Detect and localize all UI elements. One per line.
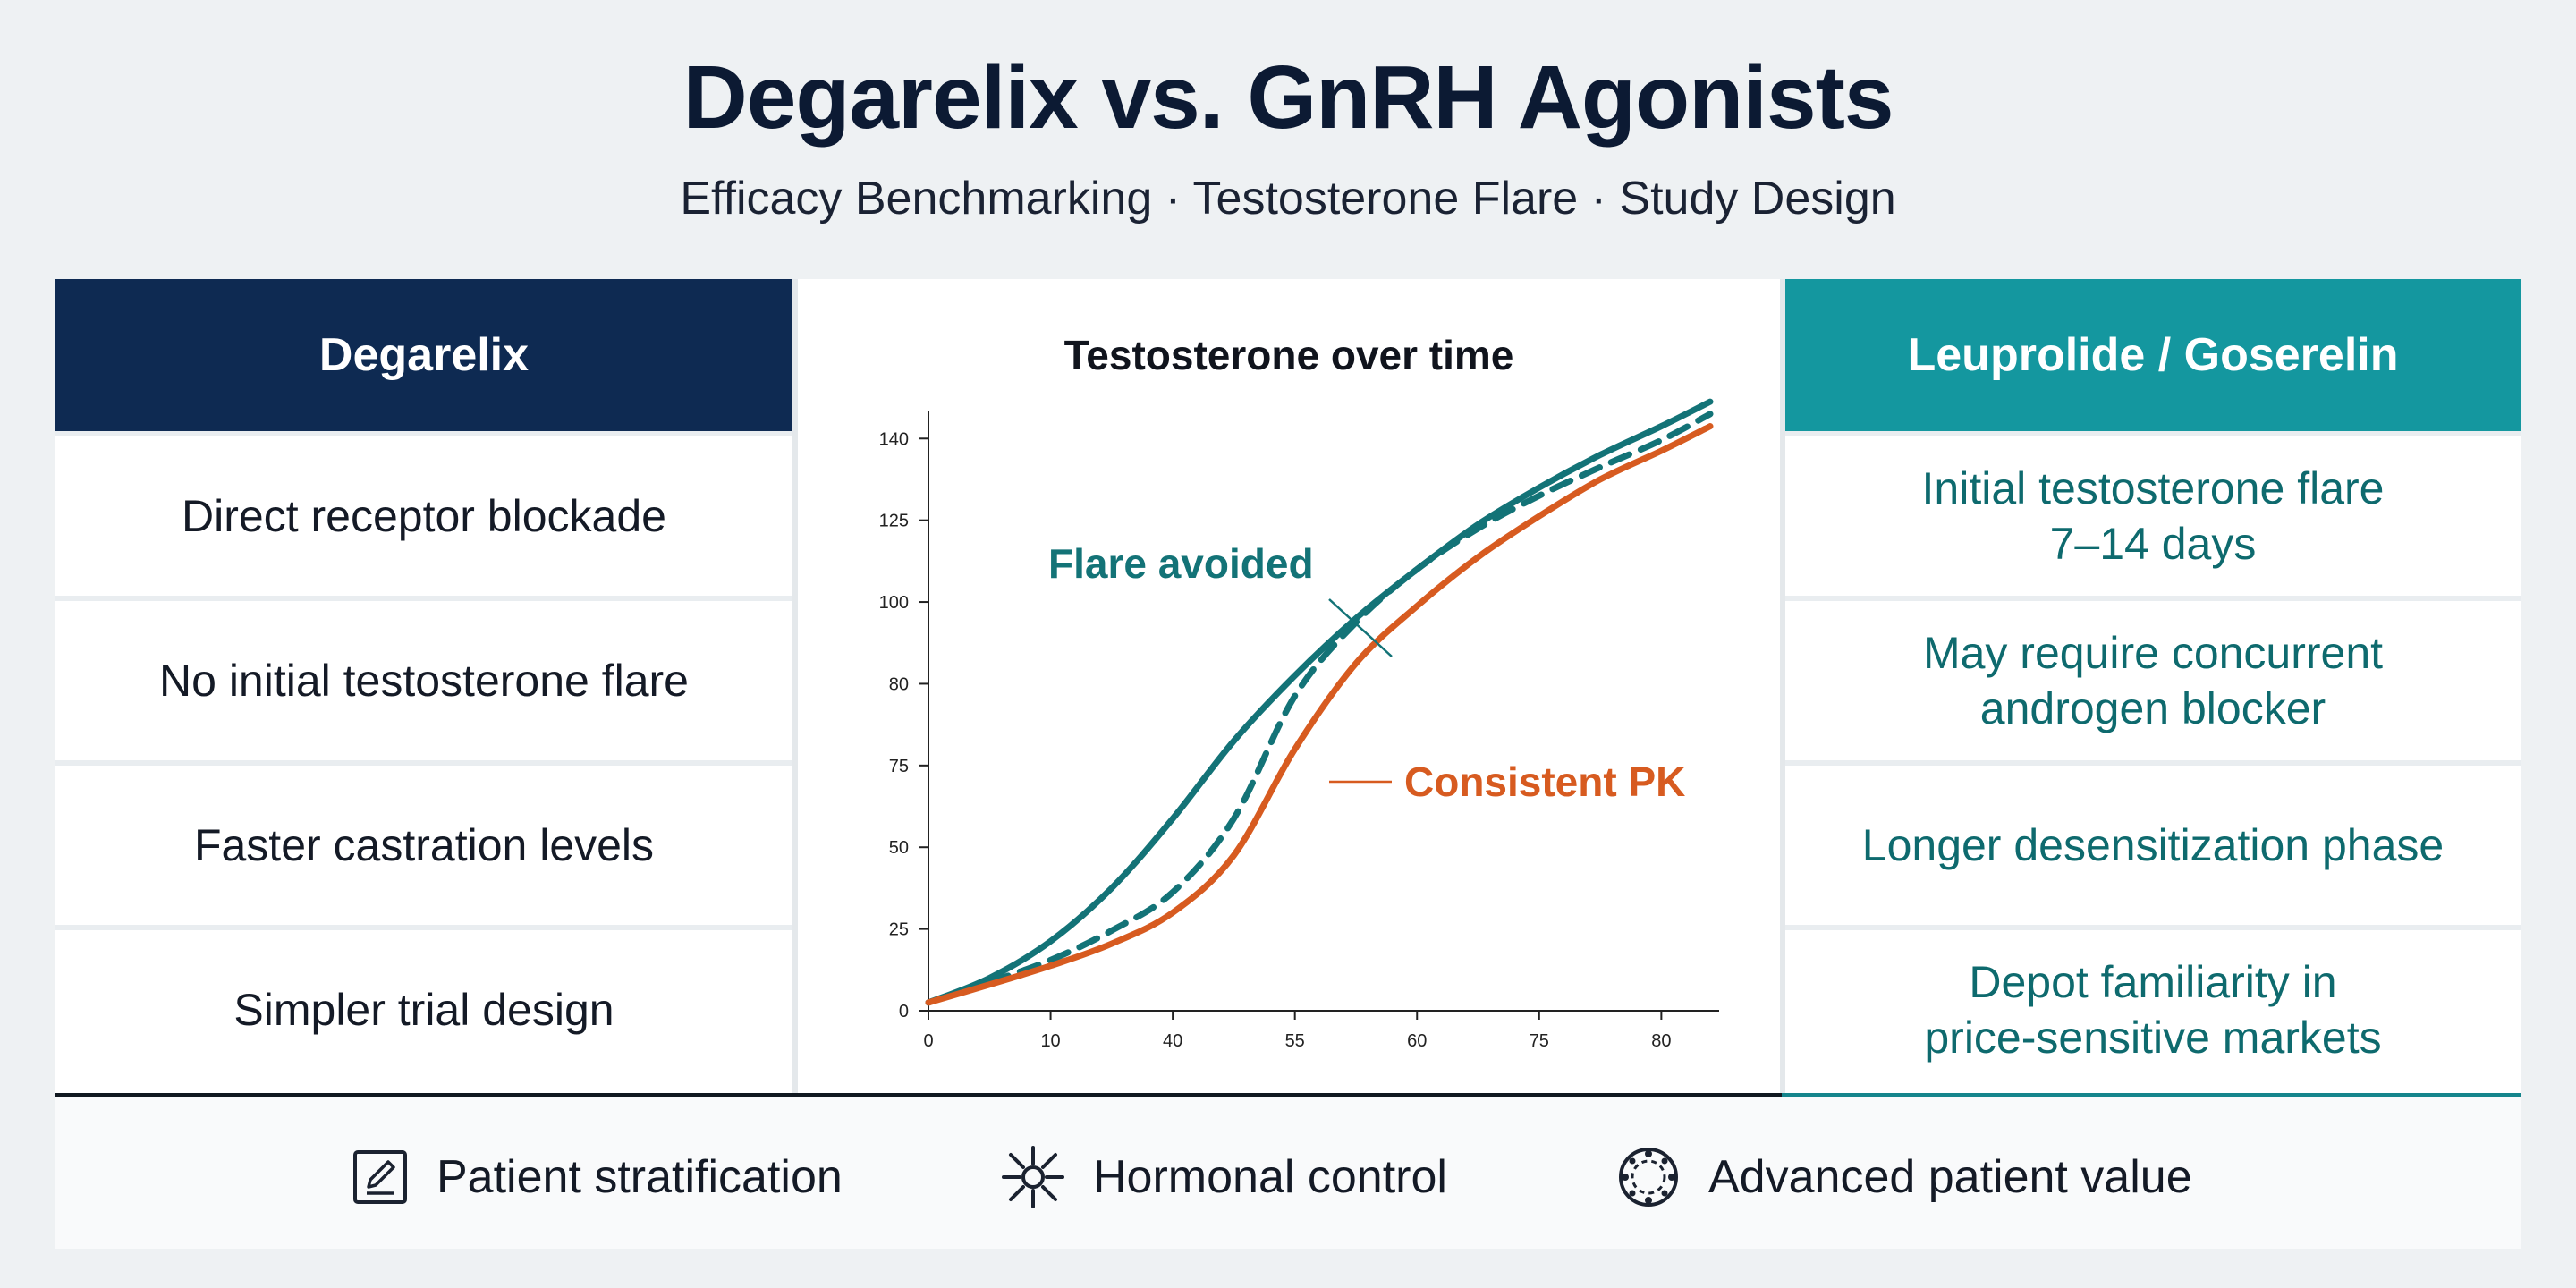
y-tick-label: 0	[899, 1002, 909, 1021]
y-tick-label: 140	[879, 429, 909, 449]
footer-rule	[55, 1093, 1782, 1097]
footer-bar	[55, 1097, 2521, 1249]
x-tick-label: 80	[1651, 1031, 1671, 1051]
column-divider	[792, 279, 798, 1093]
page-subtitle: Efficacy Benchmarking · Testosterone Fla…	[680, 173, 1896, 225]
agonist-row-line: May require concurrent	[1922, 628, 2384, 678]
feature-label: Hormonal control	[1093, 1151, 1447, 1203]
degarelix-row: Simpler trial design	[55, 930, 792, 1089]
column-divider	[1780, 279, 1785, 1093]
agonist-row-line: price-sensitive markets	[1924, 1013, 2382, 1063]
x-tick-label: 40	[1163, 1031, 1182, 1051]
teal-solid-series	[925, 398, 1714, 1006]
spark-node-icon	[1002, 1146, 1064, 1208]
orange-solid-series	[925, 423, 1714, 1006]
y-tick-label: 125	[879, 512, 909, 531]
row-divider	[55, 431, 792, 436]
degarelix-row: No initial testosterone flare	[55, 601, 792, 760]
teal-dashed-series	[925, 411, 1714, 1006]
feature-label: Advanced patient value	[1708, 1151, 2192, 1203]
row-divider	[1785, 760, 2521, 766]
degarelix-row: Direct receptor blockade	[55, 436, 792, 596]
annotation-leader	[1328, 598, 1393, 657]
row-divider	[1785, 596, 2521, 601]
agonist-row: Depot familiarity in price-sensitive mark…	[1785, 930, 2521, 1089]
agonist-row-line: Longer desensitization phase	[1861, 820, 2445, 870]
row-divider	[55, 925, 792, 930]
y-tick-label: 50	[889, 838, 909, 858]
x-tick-label: 60	[1407, 1031, 1427, 1051]
page-title: Degarelix vs. GnRH Agonists	[682, 47, 1894, 148]
agonist-row-line: Initial testosterone flare	[1921, 463, 2385, 513]
agonist-row: May require concurrent androgen blocker	[1785, 601, 2521, 760]
x-tick-label: 55	[1285, 1031, 1305, 1051]
agonist-row-line: 7–14 days	[2049, 519, 2257, 569]
y-tick-label: 80	[889, 674, 909, 694]
chart-title: Testosterone over time	[1063, 332, 1514, 378]
row-divider	[55, 596, 792, 601]
y-tick-label: 75	[889, 757, 909, 776]
degarelix-row: Faster castration levels	[55, 766, 792, 925]
edit-square-icon	[353, 1150, 407, 1204]
testosterone-chart: 0 25 50 75 80 100 125 140 0 10 40 55 60 75 80 Flare avo…	[879, 398, 1719, 1051]
annotation-consistent-pk: Consistent PK	[1404, 758, 1685, 805]
agonist-row: Initial testosterone flare 7–14 days	[1785, 436, 2521, 596]
x-tick-label: 0	[923, 1031, 933, 1051]
feature-label: Patient stratification	[436, 1151, 843, 1203]
y-tick-label: 100	[879, 593, 909, 613]
y-tick-label: 25	[889, 920, 909, 940]
row-divider	[55, 760, 792, 766]
row-divider	[1785, 925, 2521, 930]
feature-advanced-patient-value: Advanced patient value	[1615, 1141, 2192, 1213]
agonist-row: Longer desensitization phase	[1785, 766, 2521, 925]
row-divider	[1785, 431, 2521, 436]
circle-dots-icon	[1619, 1148, 1678, 1207]
feature-patient-stratification: Patient stratification	[351, 1141, 843, 1213]
footer-rule-accent	[1782, 1093, 2521, 1097]
feature-hormonal-control: Hormonal control	[1000, 1141, 1447, 1213]
agonist-row-line: androgen blocker	[1979, 683, 2326, 733]
annotation-flare-avoided: Flare avoided	[1048, 540, 1314, 587]
x-tick-label: 75	[1530, 1031, 1549, 1051]
agonist-row-line: Depot familiarity in	[1969, 957, 2337, 1007]
agonists-header: Leuprolide / Goserelin	[1785, 279, 2521, 431]
x-tick-label: 10	[1040, 1031, 1060, 1051]
degarelix-header: Degarelix	[55, 279, 792, 431]
